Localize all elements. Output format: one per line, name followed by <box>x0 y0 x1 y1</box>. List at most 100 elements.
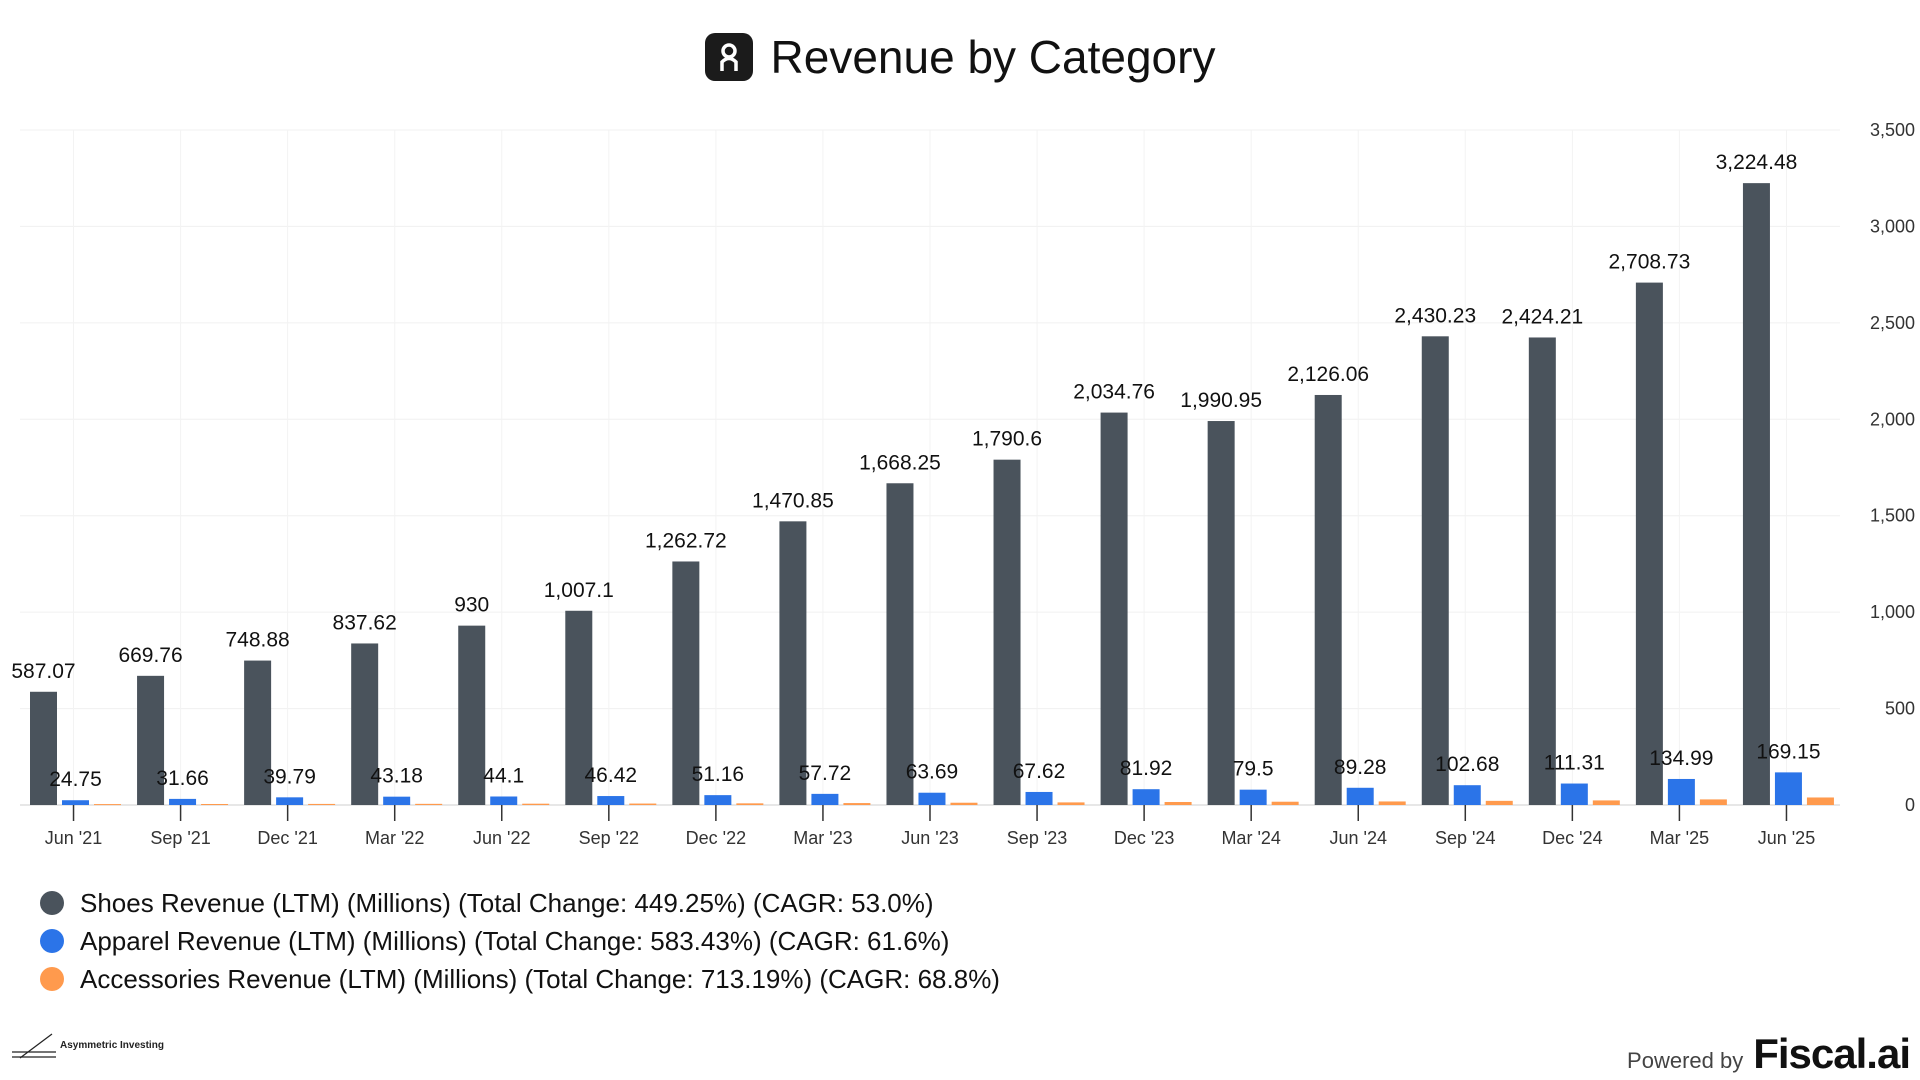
apparel-bar <box>597 796 625 805</box>
legend-item-shoes[interactable]: Shoes Revenue (LTM) (Millions) (Total Ch… <box>40 884 1000 922</box>
apparel-value-label: 63.69 <box>906 761 959 784</box>
y-tick-label: 3,500 <box>1870 120 1915 140</box>
chart-header: Revenue by Category <box>0 30 1920 84</box>
bars <box>30 183 1834 806</box>
shoes-value-label: 748.88 <box>226 629 290 652</box>
y-tick-label: 3,000 <box>1870 216 1915 236</box>
legend-swatch-accessories <box>40 967 64 991</box>
shoes-value-label: 1,990.95 <box>1180 389 1262 412</box>
powered-by-brand: Powered by Fiscal.ai <box>1627 1030 1911 1078</box>
x-tick-label: Jun '24 <box>1329 828 1386 848</box>
shoes-value-label: 2,708.73 <box>1609 251 1691 274</box>
shoes-bar <box>1314 394 1342 805</box>
powered-by-text: Powered by <box>1627 1048 1744 1073</box>
apparel-bar <box>918 792 946 805</box>
shoes-value-label: 837.62 <box>333 611 397 634</box>
legend-label-shoes: Shoes Revenue (LTM) (Millions) (Total Ch… <box>80 887 934 918</box>
apparel-bar <box>276 797 304 805</box>
accessories-bar <box>522 803 550 805</box>
company-logo-icon <box>704 33 753 81</box>
value-labels: 587.07 669.76 748.88 837.62 930 1,007.1 1,262.… <box>11 151 1820 791</box>
y-tick-label: 0 <box>1905 795 1915 815</box>
apparel-value-label: 169.15 <box>1756 740 1820 763</box>
asymmetric-investing-text: Asymmetric Investing <box>60 1039 164 1051</box>
accessories-bar <box>1699 799 1727 805</box>
apparel-bar <box>1025 791 1053 805</box>
apparel-bar <box>704 795 732 805</box>
shoes-bar <box>1207 421 1235 805</box>
x-tick-label: Mar '25 <box>1650 828 1709 848</box>
fiscal-ai-logo: Fiscal.ai <box>1753 1030 1911 1077</box>
accessories-bar <box>1592 800 1620 805</box>
legend-swatch-shoes <box>40 891 64 915</box>
x-tick-label: Jun '23 <box>901 828 958 848</box>
chart-title: Revenue by Category <box>770 31 1216 83</box>
shoes-value-label: 1,262.72 <box>645 529 727 552</box>
shoes-bar <box>30 691 57 805</box>
shoes-bar <box>886 483 914 805</box>
accessories-bar <box>950 802 978 805</box>
shoes-value-label: 1,790.6 <box>972 428 1042 451</box>
accessories-bar <box>1164 801 1192 805</box>
accessories-bar <box>415 803 443 805</box>
apparel-bar <box>1132 789 1160 805</box>
apparel-bar <box>811 793 839 805</box>
apparel-value-label: 134.99 <box>1649 747 1713 770</box>
x-tick-label: Jun '21 <box>45 828 102 848</box>
shoes-bar <box>244 660 272 805</box>
bar-chart: 587.07 669.76 748.88 837.62 930 1,007.1 1,262.… <box>11 120 1915 848</box>
accessories-bar <box>736 803 764 805</box>
shoes-bar <box>565 610 593 805</box>
accessories-bar <box>843 803 871 805</box>
apparel-bar <box>1774 772 1802 805</box>
y-tick-label: 1,500 <box>1870 506 1915 526</box>
shoes-bar <box>1742 183 1770 806</box>
x-tick-label: Jun '25 <box>1758 828 1815 848</box>
legend-item-apparel[interactable]: Apparel Revenue (LTM) (Millions) (Total … <box>40 922 1000 960</box>
legend-swatch-apparel <box>40 929 64 953</box>
apparel-bar <box>383 796 411 805</box>
apparel-value-label: 81.92 <box>1120 757 1173 780</box>
y-tick-label: 500 <box>1885 699 1915 719</box>
shoes-value-label: 2,126.06 <box>1287 363 1369 386</box>
shoes-bar <box>1528 337 1556 805</box>
shoes-value-label: 2,034.76 <box>1073 381 1155 404</box>
shoes-value-label: 2,424.21 <box>1501 305 1583 328</box>
apparel-value-label: 102.68 <box>1435 753 1499 776</box>
apparel-value-label: 89.28 <box>1334 756 1387 779</box>
x-tick-label: Dec '24 <box>1542 828 1602 848</box>
apparel-bar <box>1560 783 1588 805</box>
accessories-bar <box>201 803 229 805</box>
x-tick-label: Dec '22 <box>686 828 746 848</box>
shoes-value-label: 930 <box>454 594 489 617</box>
shoes-bar <box>779 521 807 805</box>
apparel-bar <box>1453 785 1481 805</box>
apparel-bar <box>62 800 89 805</box>
apparel-value-label: 46.42 <box>585 764 638 787</box>
accessories-bar <box>1271 801 1299 805</box>
y-axis: 0 500 1,000 1,500 2,000 2,500 3,000 3,500 <box>1870 120 1915 815</box>
apparel-value-label: 31.66 <box>156 767 209 790</box>
x-tick-label: Sep '23 <box>1007 828 1068 848</box>
asymmetric-logo-icon <box>12 1033 56 1059</box>
apparel-bar <box>1667 778 1695 805</box>
x-tick-label: Dec '21 <box>257 828 317 848</box>
accessories-bar <box>94 804 121 806</box>
apparel-value-label: 39.79 <box>263 765 316 788</box>
shoes-value-label: 1,007.1 <box>544 579 614 602</box>
apparel-value-label: 44.1 <box>483 764 524 787</box>
apparel-value-label: 111.31 <box>1544 752 1605 775</box>
accessories-bar <box>1378 801 1406 805</box>
accessories-bar <box>1485 800 1513 805</box>
apparel-value-label: 67.62 <box>1013 760 1066 783</box>
shoes-bar <box>351 643 379 805</box>
x-tick-label: Sep '21 <box>150 828 211 848</box>
apparel-value-label: 24.75 <box>49 768 102 791</box>
legend-item-accessories[interactable]: Accessories Revenue (LTM) (Millions) (To… <box>40 960 1000 998</box>
shoes-value-label: 2,430.23 <box>1394 304 1476 327</box>
apparel-value-label: 79.5 <box>1233 758 1274 781</box>
shoes-value-label: 587.07 <box>11 660 75 683</box>
accessories-bar <box>1057 802 1085 805</box>
legend-label-apparel: Apparel Revenue (LTM) (Millions) (Total … <box>80 925 950 956</box>
shoes-value-label: 3,224.48 <box>1716 151 1798 174</box>
